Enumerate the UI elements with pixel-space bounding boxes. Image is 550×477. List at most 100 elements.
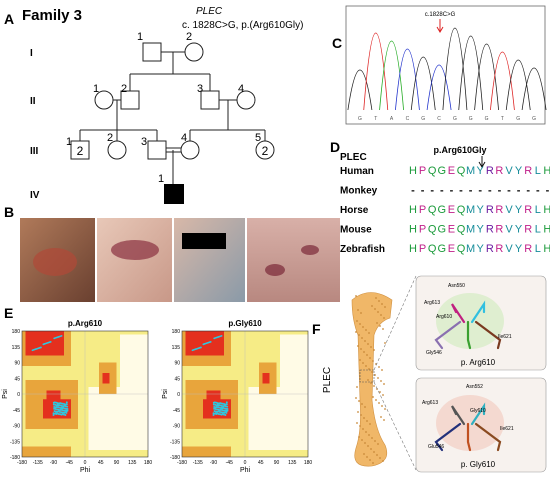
label: 90	[274, 460, 280, 466]
label: Mouse	[340, 225, 372, 236]
label: 135	[288, 460, 297, 466]
surface-dot	[356, 386, 358, 388]
surface-dot	[368, 368, 370, 370]
surface-dot	[381, 405, 383, 407]
female	[255, 140, 275, 160]
label: Gly546	[426, 350, 442, 356]
label: R	[486, 224, 494, 236]
label: 4	[181, 132, 187, 144]
surface-dot	[357, 345, 359, 347]
label: Phi	[240, 467, 251, 474]
label: -	[517, 185, 521, 197]
residue-point	[225, 410, 228, 413]
label: p. Gly610	[461, 460, 496, 469]
surface-dot	[356, 422, 358, 424]
residue-point	[225, 401, 228, 404]
label: -	[488, 185, 492, 197]
label: G	[532, 116, 536, 122]
label: L	[535, 224, 541, 236]
label: 45	[174, 376, 180, 382]
label: 3	[141, 136, 147, 148]
surface-dot	[371, 305, 373, 307]
label: R	[486, 243, 494, 255]
surface-dot	[371, 437, 373, 439]
surface-dot	[383, 317, 385, 319]
peak	[458, 35, 484, 111]
zoom-line	[373, 381, 417, 471]
residue-point	[58, 402, 61, 405]
surface-dot	[362, 326, 364, 328]
female	[180, 140, 200, 160]
side-chain	[451, 405, 466, 426]
label: 3	[197, 83, 203, 95]
surface	[436, 293, 504, 349]
label: V	[505, 243, 513, 255]
label: P	[419, 243, 426, 255]
panel-label: F	[312, 321, 321, 337]
label: Psi	[162, 389, 169, 399]
label: Monkey	[340, 186, 378, 197]
label: -135	[170, 439, 180, 445]
residue-point	[52, 414, 55, 416]
label: 0	[244, 460, 247, 466]
label: Ile621	[500, 426, 514, 432]
residue-point	[224, 414, 227, 416]
label: p. Arg610	[461, 358, 496, 367]
label: 0	[17, 392, 20, 398]
surface-dot	[381, 369, 383, 371]
residue-point	[225, 411, 228, 414]
residue-point	[222, 405, 225, 408]
zoom-box	[359, 369, 375, 383]
surface-dot	[377, 377, 379, 379]
surface-dot	[370, 382, 372, 384]
label: 45	[98, 460, 104, 466]
residue-point	[220, 335, 223, 337]
region-core	[102, 373, 110, 384]
label: 1	[93, 83, 99, 95]
surface-dot	[363, 351, 365, 353]
label: M	[466, 165, 475, 177]
surface-dot	[367, 379, 369, 381]
female	[236, 90, 256, 110]
surface-dot	[378, 402, 380, 404]
label: 2	[186, 31, 192, 43]
label: P	[419, 165, 426, 177]
lesion	[33, 248, 77, 276]
surface-dot	[360, 312, 362, 314]
surface-dot	[375, 297, 377, 299]
label: -135	[10, 439, 20, 445]
plot-frame	[21, 330, 149, 458]
surface-dot	[379, 391, 381, 393]
label: P	[419, 224, 426, 236]
surface-dot	[373, 451, 375, 453]
surface-dot	[364, 442, 366, 444]
residue-point	[56, 410, 59, 413]
label: Q	[457, 204, 466, 216]
surface-dot	[383, 419, 385, 421]
surface-dot	[358, 400, 360, 402]
label: Q	[457, 224, 466, 236]
residue-point	[65, 410, 68, 413]
peak	[347, 69, 373, 111]
label: 180	[172, 329, 181, 335]
label: -180	[170, 455, 180, 461]
label: p.Gly610	[228, 319, 262, 328]
label: Psi	[2, 389, 9, 399]
label: G	[469, 116, 473, 122]
residue-point	[217, 404, 220, 407]
label: P	[419, 204, 426, 216]
chromatogram-frame	[345, 5, 546, 125]
residue-point	[64, 414, 67, 416]
label: Horse	[340, 205, 369, 216]
peak	[379, 40, 404, 111]
residue-point	[223, 411, 225, 414]
label: Gly610	[470, 408, 486, 414]
label: -	[507, 185, 511, 197]
surface-dot	[355, 295, 357, 297]
label: -90	[50, 460, 57, 466]
surface-dot	[358, 436, 360, 438]
residue-point	[65, 411, 68, 414]
label: 180	[304, 460, 313, 466]
surface-dot	[381, 303, 383, 305]
residue-point	[218, 409, 221, 412]
